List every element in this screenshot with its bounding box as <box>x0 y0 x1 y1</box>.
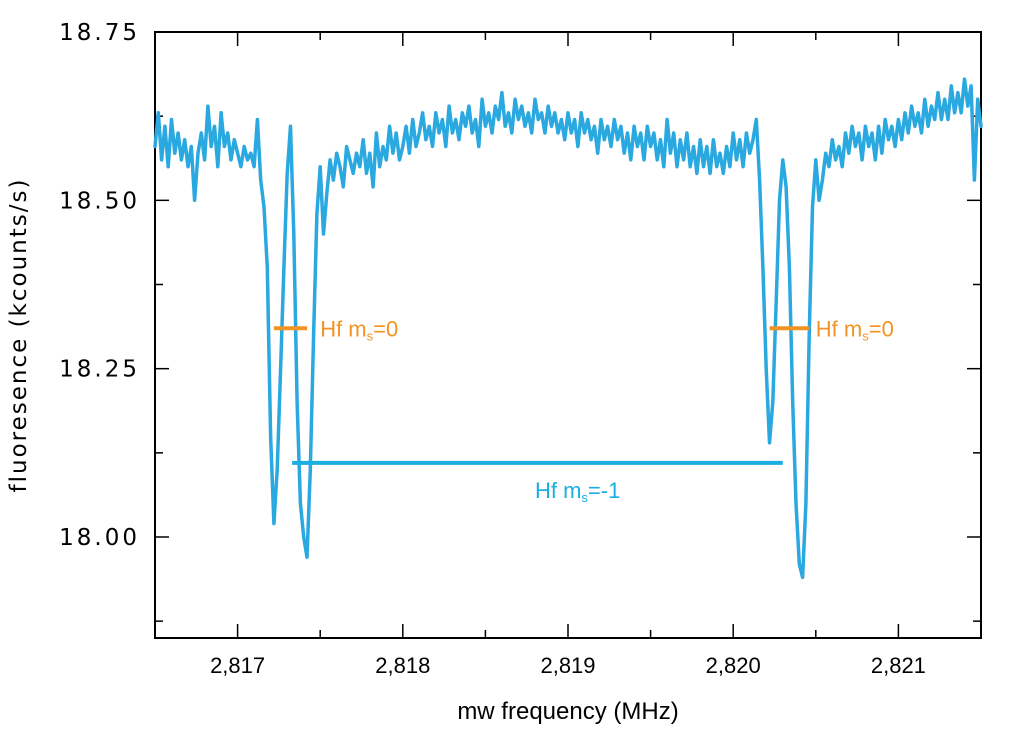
plot-frame <box>154 31 982 639</box>
y-axis-title: fluoresence (kcounts/s) <box>6 178 32 493</box>
x-tick-label: 2,820 <box>706 653 761 678</box>
x-axis-title: mw frequency (MHz) <box>457 698 678 725</box>
series-layer <box>153 77 983 580</box>
annotation-label: Hf ms=0 <box>816 316 894 343</box>
tick-labels-layer: 2,817 2,818 2,819 2,820 2,821 18.00 18.25 18.50… <box>59 20 926 678</box>
x-tick-label: 2,817 <box>210 653 265 678</box>
annotation-label: Hf ms=-1 <box>535 478 620 505</box>
annotations-layer: Hf ms=0 Hf ms=0 Hf ms=-1 <box>273 316 894 505</box>
x-tick-label: 2,819 <box>540 653 595 678</box>
y-tick-label: 18.75 <box>59 20 140 46</box>
x-tick-label: 2,818 <box>375 653 430 678</box>
series-line <box>153 77 983 580</box>
y-tick-label: 18.25 <box>59 357 140 383</box>
annotation-label: Hf ms=0 <box>320 316 398 343</box>
y-tick-label: 18.00 <box>59 525 140 551</box>
x-tick-label: 2,821 <box>871 653 926 678</box>
y-tick-label: 18.50 <box>59 188 140 214</box>
